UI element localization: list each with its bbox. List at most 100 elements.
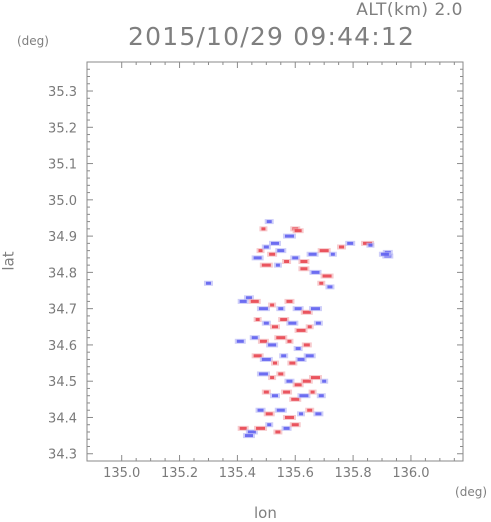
echo-point (330, 252, 335, 256)
altitude-label: ALT(km) 2.0 (356, 0, 463, 20)
echo-point (368, 243, 373, 247)
echo-point (288, 321, 297, 325)
echo-point (278, 307, 284, 311)
y-tick-label: 35.0 (48, 194, 77, 209)
echo-point (291, 423, 299, 427)
chart-title-datetime: 2015/10/29 09:44:12 (128, 22, 416, 51)
y-tick-label: 35.1 (48, 158, 77, 173)
echo-point (273, 361, 277, 365)
echo-point (270, 303, 275, 307)
echo-point (269, 252, 276, 256)
echo-point (257, 408, 264, 412)
echo-point (265, 412, 273, 416)
echo-point (294, 229, 302, 233)
y-tick-label: 34.8 (48, 266, 77, 281)
y-tick-label: 34.4 (48, 411, 77, 426)
echo-point (310, 390, 315, 394)
x-axis-label: lon (254, 504, 277, 522)
echo-point (270, 376, 275, 380)
echo-point (296, 328, 306, 332)
echo-point (268, 343, 277, 347)
y-unit-label: (deg) (17, 34, 49, 48)
x-tick-label: 135.8 (334, 466, 371, 481)
echo-point (300, 260, 308, 263)
y-tick-label: 34.9 (48, 230, 77, 245)
echo-point (292, 256, 299, 260)
echo-point (339, 245, 345, 249)
echo-point (271, 241, 279, 245)
echo-point (205, 281, 211, 285)
echo-point (250, 299, 259, 303)
y-tick-label: 35.3 (48, 85, 77, 100)
echo-point (302, 310, 311, 314)
x-tick-label: 135.0 (103, 466, 140, 481)
echo-point (294, 307, 302, 311)
echo-point (266, 220, 272, 224)
echo-point (310, 376, 320, 380)
echo-point (299, 394, 309, 398)
echo-point (295, 347, 301, 351)
echo-point (380, 252, 389, 256)
echo-point (261, 227, 266, 231)
echo-point (267, 423, 272, 427)
echo-point (272, 325, 278, 329)
echo-point (263, 390, 269, 394)
y-tick-label: 34.7 (48, 303, 77, 318)
echo-point (245, 296, 252, 300)
echo-point (315, 321, 321, 325)
echo-point (258, 372, 268, 376)
echo-point (247, 430, 256, 434)
echo-point (275, 430, 281, 434)
echo-point (275, 263, 280, 267)
echo-point (281, 354, 287, 358)
echo-point (347, 241, 354, 245)
y-tick-label: 34.6 (48, 339, 77, 354)
echo-point (284, 234, 294, 238)
x-tick-label: 135.6 (277, 466, 314, 481)
echo-point (302, 379, 311, 383)
echo-point (277, 249, 285, 253)
echo-point (255, 318, 260, 322)
echo-point (263, 321, 269, 325)
echo-point (318, 394, 324, 398)
echo-point (276, 408, 285, 412)
echo-point (253, 256, 262, 260)
echo-point (294, 383, 302, 387)
echo-point (303, 343, 310, 347)
echo-point (236, 339, 244, 343)
echo-point (261, 357, 271, 361)
echo-point (327, 285, 333, 289)
echo-point (251, 336, 258, 340)
echo-point (308, 252, 317, 256)
echo-point (284, 260, 290, 263)
echo-point (259, 339, 267, 343)
y-tick-label: 34.3 (48, 448, 77, 463)
plot-frame (86, 61, 464, 462)
echo-point (283, 390, 291, 394)
echo-point (299, 412, 304, 416)
echo-point (307, 325, 312, 329)
x-tick-label: 136.0 (392, 466, 429, 481)
echo-point (261, 263, 271, 267)
echo-point (297, 357, 305, 361)
echo-point (291, 397, 300, 401)
echo-point (315, 412, 322, 416)
echo-point (319, 249, 329, 253)
echo-point (258, 307, 268, 311)
echo-point (305, 354, 314, 358)
echo-point (283, 426, 290, 430)
echo-point (276, 336, 286, 340)
echo-point (239, 299, 247, 303)
echo-point (286, 379, 293, 383)
x-tick-label: 135.4 (219, 466, 256, 481)
y-tick-label: 35.2 (48, 121, 77, 136)
echo-point (253, 354, 262, 358)
echo-point (319, 281, 324, 285)
echo-point (272, 394, 278, 398)
y-tick-label: 34.5 (48, 375, 77, 390)
echo-point (284, 415, 294, 419)
echo-point (256, 426, 266, 430)
echo-point (263, 245, 269, 249)
echo-point (289, 361, 296, 365)
